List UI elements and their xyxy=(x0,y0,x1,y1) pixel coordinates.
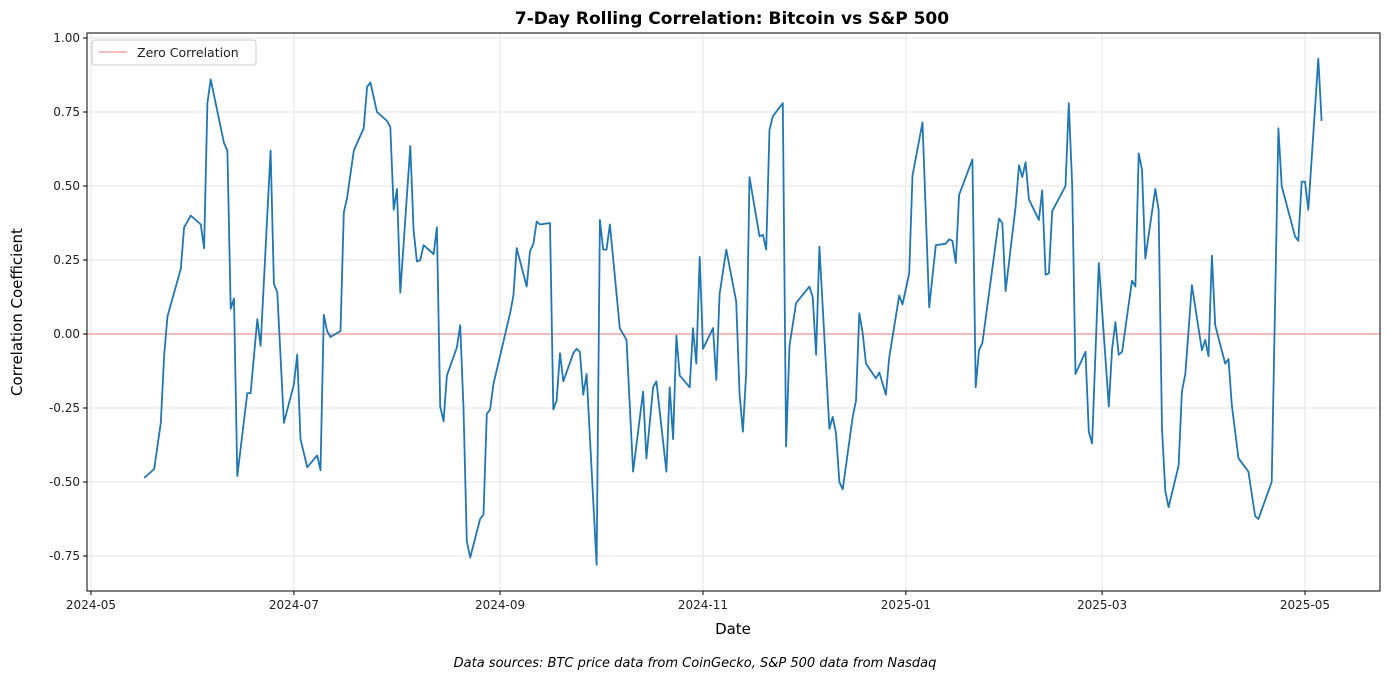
x-tick-label: 2024-07 xyxy=(269,598,319,612)
x-tick-label: 2024-05 xyxy=(66,598,116,612)
data-source-footnote: Data sources: BTC price data from CoinGe… xyxy=(454,656,937,671)
y-tick-label: 1.00 xyxy=(53,31,80,45)
x-axis-label: Date xyxy=(715,620,751,638)
y-tick-label: 0.75 xyxy=(53,105,80,119)
gridlines xyxy=(87,33,1380,591)
y-tick-label: -0.50 xyxy=(49,475,80,489)
y-tick-label: -0.75 xyxy=(49,549,80,563)
legend-label-zero-correlation: Zero Correlation xyxy=(137,45,239,60)
y-axis-label: Correlation Coefficient xyxy=(8,228,26,396)
y-tick-label: 0.50 xyxy=(53,179,80,193)
legend-box xyxy=(91,39,257,66)
x-tick-label: 2024-11 xyxy=(678,598,728,612)
chart-title: 7-Day Rolling Correlation: Bitcoin vs S&… xyxy=(515,9,949,29)
x-tick-label: 2024-09 xyxy=(475,598,525,612)
x-tick-label: 2025-03 xyxy=(1077,598,1127,612)
legend: Zero Correlation xyxy=(91,39,257,66)
x-axis-ticks: 2024-05 2024-07 2024-09 2024-11 2025-01 2025-… xyxy=(66,591,1330,612)
x-tick-label: 2025-01 xyxy=(881,598,931,612)
correlation-series-line xyxy=(143,57,1323,566)
y-tick-label: 0.25 xyxy=(53,253,80,267)
y-tick-label: 0.00 xyxy=(53,327,80,341)
x-tick-label: 2025-05 xyxy=(1280,598,1330,612)
plot-frame xyxy=(86,32,1381,592)
y-axis-ticks: 1.00 0.75 0.50 0.25 0.00 -0.25 -0.50 -0.75 xyxy=(49,31,87,563)
y-tick-label: -0.25 xyxy=(49,401,80,415)
